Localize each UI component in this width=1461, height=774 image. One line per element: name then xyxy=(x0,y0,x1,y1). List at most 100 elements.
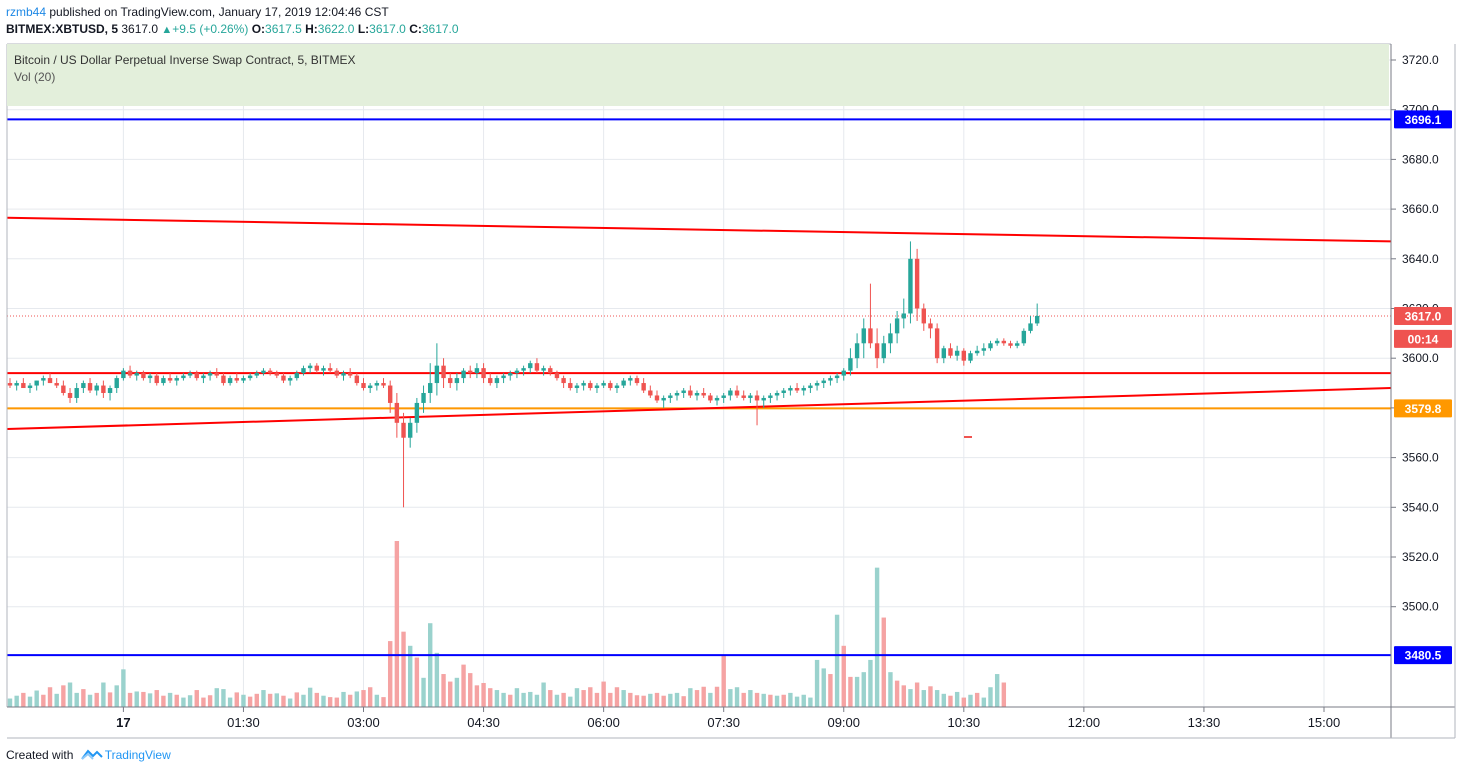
candle-body[interactable] xyxy=(701,392,706,396)
candle-body[interactable] xyxy=(954,350,960,356)
candle-body[interactable] xyxy=(741,395,746,398)
candle-body[interactable] xyxy=(241,378,246,381)
candle-body[interactable] xyxy=(448,378,453,384)
candle-body[interactable] xyxy=(1021,330,1027,344)
candle-body[interactable] xyxy=(334,370,340,376)
candle-body[interactable] xyxy=(101,385,106,393)
candle-body[interactable] xyxy=(314,365,320,371)
candle-body[interactable] xyxy=(187,373,193,376)
candle-body[interactable] xyxy=(281,375,286,381)
candle-body[interactable] xyxy=(94,385,99,391)
candle-body[interactable] xyxy=(287,378,293,381)
candle-body[interactable] xyxy=(387,385,393,403)
candle-body[interactable] xyxy=(988,343,993,349)
candle-body[interactable] xyxy=(788,388,793,391)
candle-body[interactable] xyxy=(321,368,326,371)
candle-body[interactable] xyxy=(74,388,79,398)
candle-body[interactable] xyxy=(274,373,279,376)
candle-body[interactable] xyxy=(34,380,39,386)
candle-body[interactable] xyxy=(201,375,206,379)
candle-body[interactable] xyxy=(828,378,833,381)
candle-body[interactable] xyxy=(508,373,513,376)
candle-body[interactable] xyxy=(981,348,987,351)
candle-body[interactable] xyxy=(641,383,646,391)
candle-body[interactable] xyxy=(968,353,973,361)
candle-body[interactable] xyxy=(21,383,26,389)
candle-body[interactable] xyxy=(934,328,940,359)
candle-body[interactable] xyxy=(468,370,473,374)
candle-body[interactable] xyxy=(501,375,506,379)
candle-body[interactable] xyxy=(54,383,59,386)
candle-body[interactable] xyxy=(541,368,546,371)
candle-body[interactable] xyxy=(254,373,259,376)
candle-body[interactable] xyxy=(394,402,400,423)
author-link[interactable]: rzmb44 xyxy=(6,5,47,19)
candle-body[interactable] xyxy=(461,370,466,379)
candle-body[interactable] xyxy=(841,370,846,376)
candle-body[interactable] xyxy=(794,388,800,391)
candle-body[interactable] xyxy=(488,378,493,384)
candle-body[interactable] xyxy=(861,328,866,344)
candle-body[interactable] xyxy=(634,378,640,384)
candle-body[interactable] xyxy=(227,378,233,384)
candle-body[interactable] xyxy=(167,378,173,381)
candle-body[interactable] xyxy=(7,383,13,386)
candle-body[interactable] xyxy=(781,390,786,393)
candle-body[interactable] xyxy=(194,373,199,379)
candle-body[interactable] xyxy=(141,373,146,379)
candle-body[interactable] xyxy=(1028,323,1033,331)
candle-body[interactable] xyxy=(47,378,53,384)
candle-body[interactable] xyxy=(347,373,353,376)
candle-body[interactable] xyxy=(928,323,933,329)
candle-body[interactable] xyxy=(674,392,680,396)
candle-body[interactable] xyxy=(1008,343,1013,346)
candle-body[interactable] xyxy=(814,383,820,386)
candle-body[interactable] xyxy=(608,383,613,389)
time-axis[interactable]: 17 01:30 03:00 04:30 06:00 07:30 09:00 10:30 12:… xyxy=(116,707,1340,730)
candle-body[interactable] xyxy=(908,258,913,314)
candle-body[interactable] xyxy=(374,383,380,386)
candle-body[interactable] xyxy=(748,395,753,398)
candle-body[interactable] xyxy=(554,373,560,379)
candle-body[interactable] xyxy=(901,313,906,319)
candle-body[interactable] xyxy=(661,397,666,401)
candle-body[interactable] xyxy=(514,370,520,374)
candle-body[interactable] xyxy=(434,365,440,384)
candle-body[interactable] xyxy=(594,385,600,389)
candle-body[interactable] xyxy=(354,375,360,384)
tradingview-brand[interactable]: TradingView xyxy=(104,748,171,762)
candle-body[interactable] xyxy=(941,348,946,359)
candle-body[interactable] xyxy=(474,368,480,374)
candle-body[interactable] xyxy=(207,373,213,376)
trend-line[interactable] xyxy=(6,216,1392,243)
candle-body[interactable] xyxy=(761,397,766,401)
candle-body[interactable] xyxy=(261,370,266,374)
candle-body[interactable] xyxy=(894,318,900,334)
candle-body[interactable] xyxy=(481,368,486,379)
candle-body[interactable] xyxy=(614,385,620,389)
candle-body[interactable] xyxy=(754,395,760,401)
candle-body[interactable] xyxy=(528,363,533,369)
candle-body[interactable] xyxy=(221,375,226,384)
candle-body[interactable] xyxy=(568,383,573,389)
candle-body[interactable] xyxy=(994,340,1000,344)
candle-body[interactable] xyxy=(494,378,500,384)
candle-body[interactable] xyxy=(294,373,300,379)
candle-body[interactable] xyxy=(181,375,186,379)
candle-body[interactable] xyxy=(848,358,853,371)
candle-body[interactable] xyxy=(174,378,179,381)
candlesticks[interactable] xyxy=(7,241,1040,508)
candle-body[interactable] xyxy=(147,375,153,379)
candle-body[interactable] xyxy=(734,390,740,396)
candle-body[interactable] xyxy=(87,383,93,391)
candle-body[interactable] xyxy=(134,373,139,376)
candle-body[interactable] xyxy=(821,380,826,384)
candle-body[interactable] xyxy=(688,390,693,396)
candle-body[interactable] xyxy=(247,375,253,379)
candle-body[interactable] xyxy=(561,378,566,384)
candle-body[interactable] xyxy=(714,397,720,401)
candle-body[interactable] xyxy=(67,392,73,398)
trend-line[interactable] xyxy=(6,387,1392,431)
candle-body[interactable] xyxy=(914,258,920,309)
candle-body[interactable] xyxy=(868,328,873,344)
